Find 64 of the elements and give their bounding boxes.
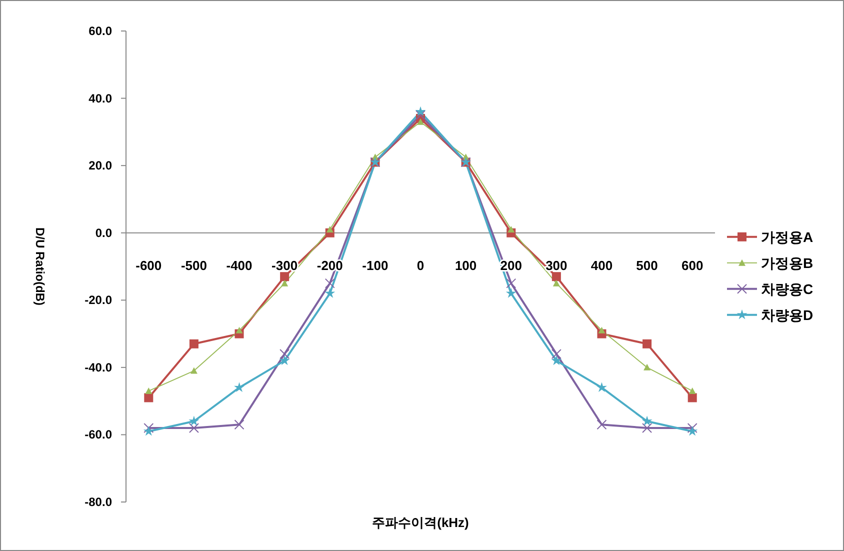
point [189, 339, 198, 348]
point [234, 420, 244, 430]
x-tick-label: -500 [180, 258, 207, 273]
y-axis-title: D/U Ratio(dB) [33, 228, 47, 306]
point [552, 280, 560, 286]
legend-label: 가정용B [761, 254, 814, 271]
x-tick-label: 400 [590, 258, 613, 273]
point [281, 280, 288, 286]
point [416, 110, 426, 120]
y-tick-label: -80.0 [84, 495, 112, 509]
point [188, 416, 200, 426]
point [234, 382, 244, 392]
point [415, 106, 426, 116]
x-tick-label: -300 [272, 258, 298, 273]
x-tick-label: -100 [362, 258, 388, 273]
x-tick-label: -600 [136, 258, 162, 273]
point [596, 382, 607, 392]
point [642, 339, 652, 348]
point [687, 422, 698, 433]
x-tick-label: 100 [454, 258, 477, 273]
x-tick-label: -400 [226, 258, 252, 273]
point [190, 367, 198, 374]
point [145, 387, 152, 394]
point [236, 326, 243, 334]
point [598, 326, 606, 334]
y-tick-label: 40.0 [88, 91, 112, 106]
point [551, 348, 562, 359]
point [144, 422, 154, 433]
x-tick-label: 0 [416, 258, 424, 273]
point [642, 422, 652, 433]
point [188, 422, 199, 433]
point [326, 226, 334, 232]
y-tick-label: 0.0 [95, 226, 112, 240]
x-axis-title: 주파수이격(kHz) [372, 515, 469, 530]
point [280, 348, 290, 359]
x-tick-label: 300 [546, 258, 568, 273]
point [552, 272, 561, 282]
point [551, 355, 562, 366]
y-tick-label: 60.0 [88, 24, 112, 38]
point [688, 393, 697, 402]
point [642, 416, 652, 426]
y-tick-label: -20.0 [84, 293, 112, 308]
legend-label: 차량용C [761, 280, 814, 297]
legend-label: 가정용A [761, 228, 814, 245]
point [280, 272, 290, 282]
x-tick-label: 600 [681, 258, 704, 273]
point [324, 278, 335, 288]
y-tick-label: -40.0 [84, 360, 112, 374]
point [596, 420, 607, 430]
point [687, 426, 698, 436]
point [324, 288, 336, 298]
point [279, 355, 290, 366]
point [144, 393, 154, 402]
point [506, 288, 516, 298]
point [644, 364, 651, 370]
x-tick-label: 500 [636, 258, 658, 273]
point [417, 118, 424, 125]
point [143, 426, 154, 436]
point [506, 278, 516, 288]
y-tick-label: -60.0 [84, 428, 112, 442]
legend-label: 차량용D [761, 306, 814, 323]
point [508, 226, 515, 232]
y-tick-label: 20.0 [88, 158, 112, 173]
point [688, 387, 696, 394]
